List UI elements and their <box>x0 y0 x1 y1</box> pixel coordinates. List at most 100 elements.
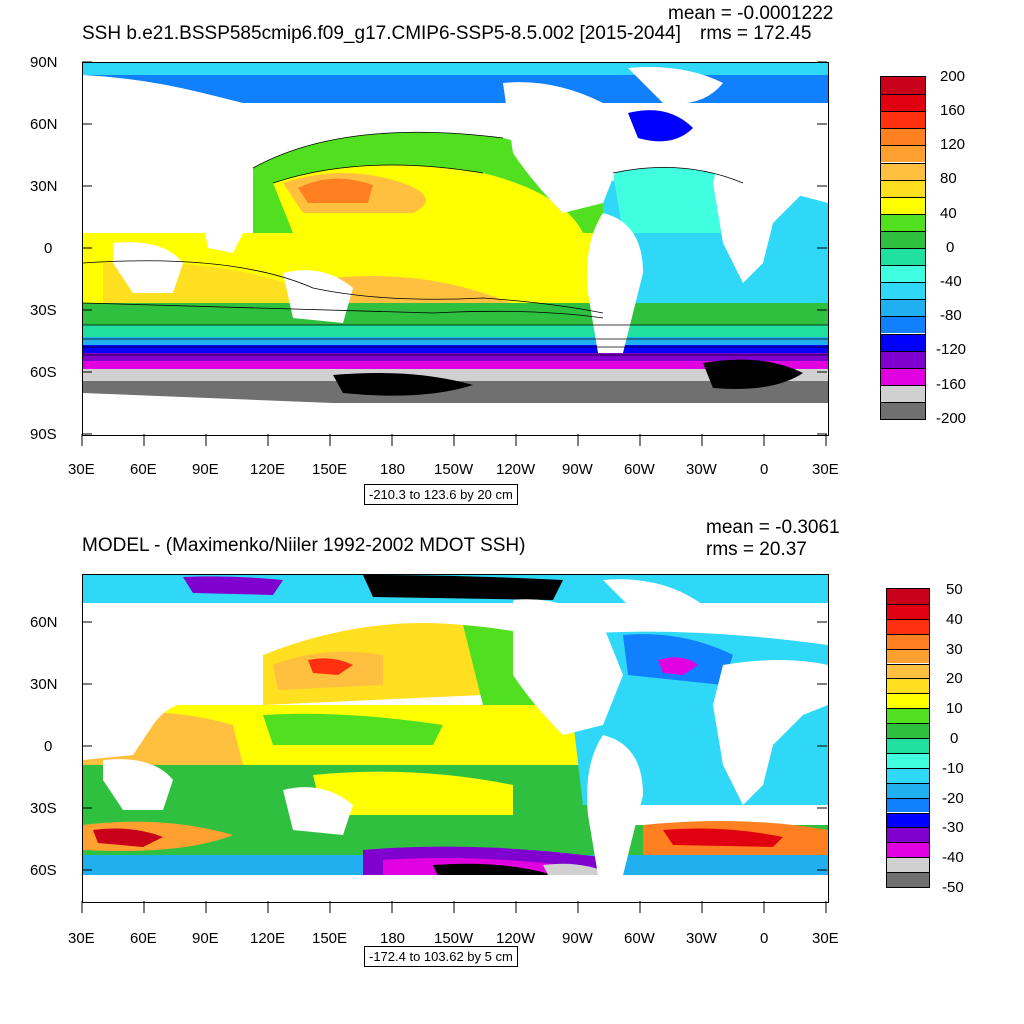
panel-model-minus-mdot: MODEL - (Maximenko/Niiler 1992-2002 MDOT… <box>0 510 1024 1024</box>
colorbar-label: 200 <box>940 68 966 85</box>
colorbar-label: 10 <box>946 700 963 717</box>
lon-label: 120E <box>250 930 286 947</box>
mean-stat: mean = -0.3061 <box>706 517 840 538</box>
colorbar-swatch <box>881 230 925 248</box>
lon-label: 30W <box>686 930 717 947</box>
lon-label: 180 <box>380 930 406 947</box>
colorbar-swatch <box>881 384 925 402</box>
colorbar-swatch <box>887 633 929 649</box>
lon-label: 90E <box>192 930 219 947</box>
colorbar-swatch <box>887 723 929 738</box>
colorbar-swatch <box>881 213 925 231</box>
colorbar-swatch <box>887 842 929 858</box>
lon-label: 150W <box>434 930 474 947</box>
colorbar-swatch <box>881 333 925 351</box>
lon-label: 30E <box>68 461 95 478</box>
lat-label: 30N <box>30 178 58 195</box>
colorbar-swatch <box>881 77 925 95</box>
diff-map-field <box>83 575 828 902</box>
contour-range-info: -172.4 to 103.62 by 5 cm <box>364 946 518 967</box>
colorbar-label: 0 <box>946 239 955 256</box>
colorbar-swatch <box>887 767 929 783</box>
colorbar-label: 0 <box>950 730 959 747</box>
colorbar-swatch <box>881 265 925 283</box>
colorbar-swatch <box>881 128 925 146</box>
lat-label: 90N <box>30 54 58 71</box>
rms-stat: rms = 172.45 <box>700 23 812 44</box>
colorbar-label: 30 <box>946 641 963 658</box>
ssh-map <box>82 62 829 436</box>
colorbar-swatch <box>887 812 929 828</box>
colorbar-label: 160 <box>940 102 966 119</box>
colorbar-label: 20 <box>946 670 963 687</box>
colorbar-swatch <box>887 648 929 664</box>
colorbar-swatch <box>881 145 925 163</box>
colorbar <box>886 588 930 888</box>
colorbar-swatch <box>881 401 925 419</box>
colorbar-label: -30 <box>942 819 964 836</box>
lon-label: 90W <box>562 461 593 478</box>
lon-label: 120W <box>496 930 536 947</box>
lon-label: 120W <box>496 461 536 478</box>
colorbar-swatch <box>881 350 925 368</box>
panel-ssh-ssp585: SSH b.e21.BSSP585cmip6.f09_g17.CMIP6-SSP… <box>0 0 1024 510</box>
colorbar-label: -200 <box>936 410 967 427</box>
lon-label: 60E <box>130 930 157 947</box>
colorbar-swatch <box>887 693 929 709</box>
colorbar-swatch <box>881 179 925 197</box>
colorbar-label: 120 <box>940 136 966 153</box>
colorbar <box>880 76 926 420</box>
lat-label: 60N <box>30 614 58 631</box>
lat-label: 30S <box>30 800 57 817</box>
lon-label: 90E <box>192 461 219 478</box>
colorbar-swatch <box>881 248 925 266</box>
lon-label: 60W <box>624 930 655 947</box>
colorbar-swatch <box>881 299 925 317</box>
colorbar-swatch <box>887 618 929 634</box>
lat-label: 30S <box>30 302 57 319</box>
colorbar-swatch <box>881 94 925 112</box>
colorbar-swatch <box>881 282 925 300</box>
colorbar-label: 40 <box>946 611 963 628</box>
lon-label: 150W <box>434 461 474 478</box>
lat-label: 60S <box>30 862 57 879</box>
lat-label: 30N <box>30 676 58 693</box>
ssh-map-field <box>83 63 828 435</box>
colorbar-label: 40 <box>940 205 957 222</box>
colorbar-swatch <box>887 738 929 753</box>
colorbar-label: -50 <box>942 879 964 896</box>
panel-title: MODEL - (Maximenko/Niiler 1992-2002 MDOT… <box>82 535 526 556</box>
colorbar-swatch <box>881 196 925 214</box>
lat-label: 60S <box>30 364 57 381</box>
colorbar-swatch <box>887 603 929 619</box>
lon-label: 120E <box>250 461 286 478</box>
lon-label: 180 <box>380 461 406 478</box>
lat-label: 0 <box>44 738 53 755</box>
lon-label: 150E <box>312 461 348 478</box>
colorbar-swatch <box>887 797 929 813</box>
colorbar-label: -20 <box>942 790 964 807</box>
colorbar-swatch <box>887 678 929 694</box>
lon-label: 60W <box>624 461 655 478</box>
lon-label: 0 <box>760 930 769 947</box>
colorbar-label: -40 <box>940 273 962 290</box>
colorbar-swatch <box>881 316 925 334</box>
lon-label: 60E <box>130 461 157 478</box>
lon-label: 90W <box>562 930 593 947</box>
colorbar-swatch <box>887 663 929 679</box>
lon-label: 0 <box>760 461 769 478</box>
colorbar-label: -120 <box>936 341 967 358</box>
colorbar-label: 80 <box>940 170 957 187</box>
colorbar-swatch <box>887 872 929 887</box>
lon-label: 30W <box>686 461 717 478</box>
colorbar-swatch <box>887 857 929 873</box>
colorbar-label: -160 <box>936 376 967 393</box>
colorbar-label: -10 <box>942 760 964 777</box>
colorbar-label: 50 <box>946 581 963 598</box>
contour-range-info: -210.3 to 123.6 by 20 cm <box>364 484 518 505</box>
colorbar-swatch <box>887 589 929 604</box>
lat-label: 90S <box>30 426 57 443</box>
colorbar-label: -80 <box>940 307 962 324</box>
mean-stat: mean = -0.0001222 <box>668 3 834 24</box>
lon-label: 30E <box>812 930 839 947</box>
